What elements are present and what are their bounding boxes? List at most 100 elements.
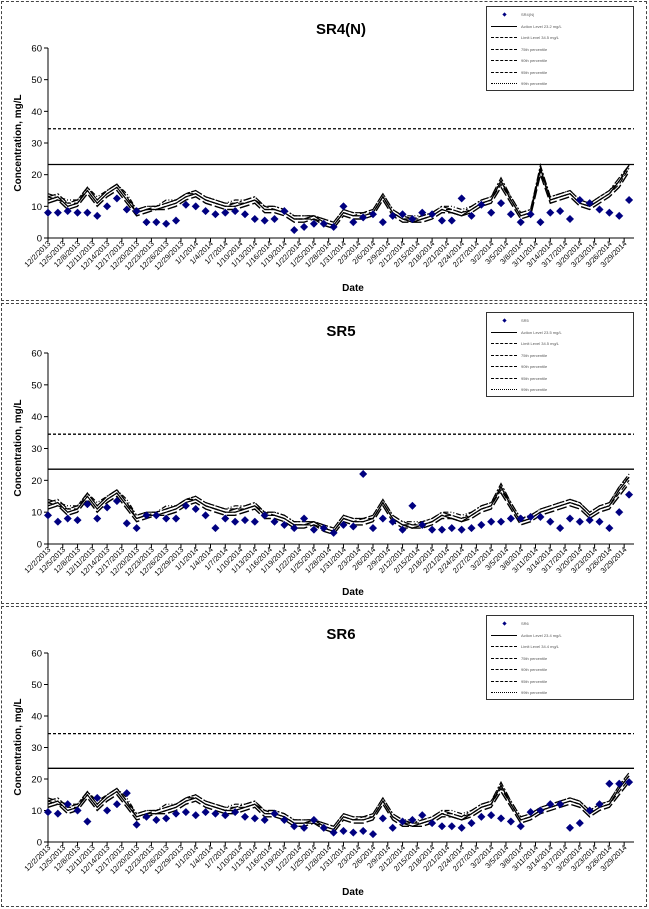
data-point — [457, 525, 466, 534]
y-tick-label: 30 — [31, 444, 42, 455]
chart-panel-sr4n: SR4(N) 0 10 20 30 40 50 60 12/2/2013 12/5/2013 12/… — [1, 1, 647, 301]
legend-entry: 75th percentile — [491, 350, 629, 362]
data-point — [615, 508, 624, 517]
legend-entry: 95th percentile — [491, 373, 629, 385]
data-point — [260, 511, 269, 520]
data-point — [270, 517, 279, 526]
legend-line-swatch — [491, 692, 517, 694]
data-point — [595, 205, 604, 214]
data-point — [418, 208, 427, 217]
data-point — [457, 194, 466, 203]
legend-entry: Limit Level 34.5 mg/L — [491, 338, 629, 350]
data-point — [221, 811, 230, 820]
legend-label: 90th percentile — [521, 58, 548, 64]
data-point — [329, 828, 338, 837]
data-point — [221, 514, 230, 523]
data-point — [496, 199, 506, 208]
data-point — [309, 525, 318, 534]
legend-label: 75th percentile — [521, 655, 548, 661]
legend-label: 95th percentile — [521, 375, 548, 381]
legend-label: Action Level 23.4 mg/L — [521, 632, 562, 638]
data-point — [428, 210, 437, 219]
data-point — [162, 514, 171, 523]
data-point — [359, 826, 368, 836]
legend-entry: 90th percentile — [491, 361, 629, 373]
data-point — [546, 517, 555, 526]
legend-line-swatch — [491, 60, 517, 62]
legend-label: Limit Level 34.4 mg/L — [521, 644, 560, 650]
legend-entry: SR6 — [491, 618, 629, 630]
data-point — [83, 500, 92, 509]
chart-panel-sr5: SR5 0 10 20 30 40 50 60 12/2/2013 12/5/2013 12/8/2… — [1, 303, 647, 604]
data-point — [388, 823, 397, 832]
data-point — [171, 514, 181, 523]
legend-entry: 99th percentile — [491, 384, 629, 396]
data-point — [162, 814, 171, 823]
data-point — [329, 528, 338, 537]
legend-label: SR6 — [521, 621, 529, 627]
legend-entry: Action Level 23.4 mg/L — [491, 630, 629, 642]
legend-label: Limit Level 34.5 mg/L — [521, 341, 560, 347]
data-point — [378, 218, 387, 227]
data-point — [447, 822, 456, 831]
data-point — [319, 219, 328, 228]
legend-entry: Action Level 23.5 mg/L — [491, 327, 629, 339]
data-point — [181, 807, 190, 817]
data-point — [585, 516, 594, 525]
y-tick-label: 60 — [31, 649, 42, 660]
data-point — [240, 812, 250, 821]
data-point — [152, 511, 161, 520]
data-point — [595, 517, 604, 526]
series-line-2 — [47, 778, 630, 831]
data-point — [605, 208, 614, 217]
legend-entry: 95th percentile — [491, 67, 629, 79]
legend-label: SR4(N) — [521, 12, 535, 18]
legend-label: Limit Level 34.5 mg/L — [521, 35, 560, 41]
data-point — [211, 524, 220, 533]
legend-label: 75th percentile — [521, 46, 548, 52]
data-point — [191, 504, 200, 514]
data-point — [496, 517, 506, 526]
data-point — [526, 512, 535, 522]
y-tick-label: 50 — [31, 680, 42, 691]
data-point — [83, 817, 92, 826]
data-point — [339, 202, 348, 211]
y-tick-label: 20 — [31, 170, 42, 181]
data-point — [349, 828, 358, 837]
data-point — [53, 517, 62, 526]
legend-label: 90th percentile — [521, 667, 548, 673]
data-point — [506, 817, 515, 826]
data-point — [73, 806, 82, 815]
data-point — [418, 520, 427, 529]
data-point — [260, 815, 269, 825]
data-point — [122, 205, 131, 214]
data-point — [201, 511, 210, 520]
legend-label: Action Level 23.2 mg/L — [521, 23, 562, 29]
data-point — [565, 514, 575, 523]
data-point — [201, 807, 210, 817]
chart-sr6: SR6010203040506012/2/201312/5/201312/8/2… — [13, 626, 634, 898]
data-point — [231, 807, 240, 817]
data-point — [53, 208, 62, 217]
data-point — [299, 514, 309, 523]
data-point — [181, 501, 190, 510]
data-point — [398, 817, 407, 826]
data-point — [103, 503, 112, 512]
data-point — [112, 194, 122, 203]
data-point — [457, 823, 466, 832]
data-point — [43, 807, 53, 817]
y-tick-label: 0 — [37, 838, 42, 849]
data-point — [280, 207, 289, 216]
x-axis-label: Date — [342, 887, 364, 898]
data-point — [290, 524, 299, 533]
data-point — [487, 517, 496, 526]
data-point — [93, 793, 102, 802]
data-point — [388, 517, 397, 526]
data-point — [191, 202, 200, 211]
data-point — [270, 214, 279, 224]
data-point — [231, 207, 240, 216]
legend-line-swatch — [491, 669, 517, 671]
data-point — [428, 525, 437, 534]
y-tick-label: 50 — [31, 75, 42, 86]
data-point — [63, 207, 72, 216]
